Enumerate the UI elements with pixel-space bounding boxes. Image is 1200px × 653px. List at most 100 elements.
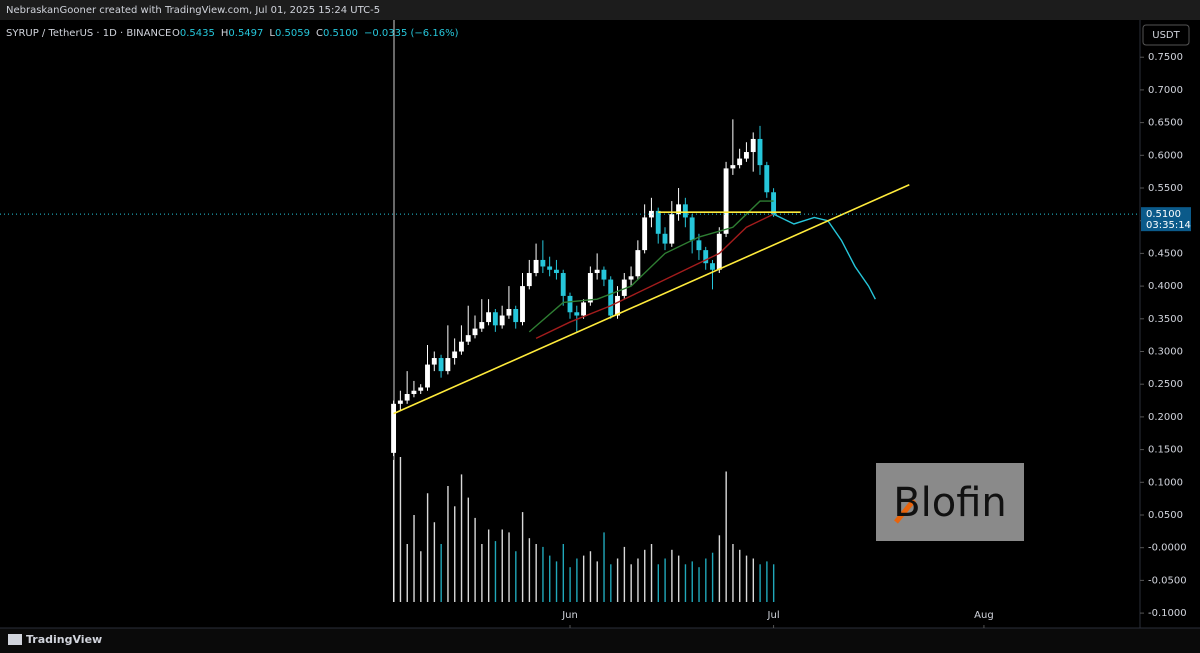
- candle-body: [513, 308, 519, 323]
- y-tick-label: -0.0000: [1148, 543, 1187, 554]
- volume-bar: [460, 474, 463, 602]
- volume-bar: [684, 564, 687, 602]
- y-tick-label: 0.3000: [1148, 346, 1183, 357]
- countdown: 03:35:14: [1146, 220, 1191, 231]
- indicator-line: [773, 213, 876, 300]
- candle-body: [689, 217, 695, 241]
- y-tick-label: 0.4000: [1148, 281, 1183, 292]
- candle-body: [757, 138, 763, 166]
- volume-bar: [399, 457, 402, 602]
- candle-body: [533, 259, 539, 274]
- volume-bar: [555, 561, 558, 602]
- candle-body: [723, 168, 729, 234]
- volume-bar: [515, 551, 517, 602]
- readout-key: L: [269, 28, 275, 39]
- volume-bar: [616, 558, 619, 602]
- volume-bar: [535, 544, 537, 602]
- bottom-bar: [0, 628, 1200, 653]
- volume-bar: [711, 552, 714, 602]
- volume-bar: [650, 544, 653, 602]
- volume-bar: [447, 486, 449, 602]
- watermark: Blofin: [893, 480, 1007, 526]
- candle-body: [710, 263, 715, 270]
- volume-bar: [420, 551, 422, 602]
- readout-key: C: [316, 28, 323, 39]
- readout-key: H: [221, 28, 229, 39]
- readout-change: −0.0335 (−6.16%): [364, 28, 459, 39]
- candle-body: [486, 312, 492, 323]
- volume-bar: [454, 506, 456, 602]
- candle-body: [676, 204, 682, 215]
- y-tick-label: -0.0500: [1148, 575, 1187, 586]
- legend: SYRUP / TetherUS · 1D · BINANCE O0.5435 H…: [6, 28, 459, 39]
- volume-bar: [406, 544, 408, 602]
- candle-body: [608, 279, 614, 316]
- volume-bar: [677, 555, 680, 602]
- candle-body: [567, 295, 573, 313]
- candle-body: [587, 273, 593, 303]
- y-tick-label: 0.6000: [1148, 150, 1183, 161]
- candle-body: [438, 358, 444, 372]
- currency-box[interactable]: [1142, 24, 1190, 46]
- y-tick-label: 0.1000: [1148, 477, 1183, 488]
- y-tick-label: 0.0500: [1148, 510, 1183, 521]
- candle-body: [411, 390, 417, 395]
- volume-bar: [576, 558, 578, 602]
- y-tick-label: -0.1000: [1148, 608, 1187, 619]
- credit: NebraskanGooner created with TradingView…: [6, 5, 380, 16]
- candle-body: [499, 315, 505, 326]
- y-tick-label: 0.7000: [1148, 85, 1183, 96]
- volume-bar: [739, 549, 741, 602]
- currency[interactable]: USDT: [1152, 30, 1180, 41]
- candle-body: [716, 233, 722, 270]
- candle-body: [553, 269, 559, 274]
- volume-bar: [664, 558, 666, 602]
- indicator-line: [535, 213, 774, 340]
- candle-body: [669, 214, 675, 244]
- candle-body: [594, 269, 600, 274]
- volume-bar: [433, 522, 436, 602]
- y-tick-label: 0.3500: [1148, 314, 1183, 325]
- volume-bar: [549, 555, 551, 602]
- y-tick-label: 0.2000: [1148, 412, 1183, 423]
- volume-bar: [528, 538, 531, 602]
- plot: [391, 119, 910, 602]
- candle-body: [615, 295, 620, 316]
- candle-body: [452, 351, 458, 359]
- symbol-title: SYRUP / TetherUS · 1D · BINANCE: [6, 28, 171, 39]
- volume-bar: [474, 517, 476, 602]
- candle-body: [540, 259, 546, 267]
- volume-bar: [521, 512, 524, 602]
- candle-body: [520, 286, 525, 323]
- candle-body: [764, 165, 770, 193]
- candle-body: [642, 217, 648, 251]
- volume-bar: [705, 558, 707, 602]
- volume-bar: [542, 546, 544, 602]
- volume-bar: [718, 535, 721, 602]
- y-tick-label: 0.1500: [1148, 445, 1183, 456]
- volume-bar: [603, 532, 605, 602]
- candle-body: [391, 403, 397, 453]
- volume-bar: [725, 471, 727, 602]
- readout-value: 0.5435: [180, 28, 215, 39]
- candle-body: [506, 308, 512, 316]
- candle-body: [750, 138, 756, 153]
- watermark-slash: [894, 498, 916, 524]
- candle-body: [771, 192, 777, 215]
- candle-body: [431, 358, 437, 365]
- indicator-line: [393, 184, 910, 415]
- volume-bar: [562, 544, 565, 602]
- candle-body: [581, 302, 587, 316]
- y-tick-label: 0.5500: [1148, 183, 1183, 194]
- candle-body: [560, 273, 566, 296]
- volume-bar: [481, 544, 483, 602]
- volume-bar: [766, 561, 768, 602]
- candle-body: [628, 276, 634, 280]
- readout-value: 0.5497: [228, 28, 263, 39]
- volume-bar: [772, 564, 775, 602]
- top-bar: [0, 0, 1200, 20]
- candle-body: [404, 394, 410, 401]
- candle-body: [648, 210, 654, 218]
- candle-body: [621, 279, 627, 296]
